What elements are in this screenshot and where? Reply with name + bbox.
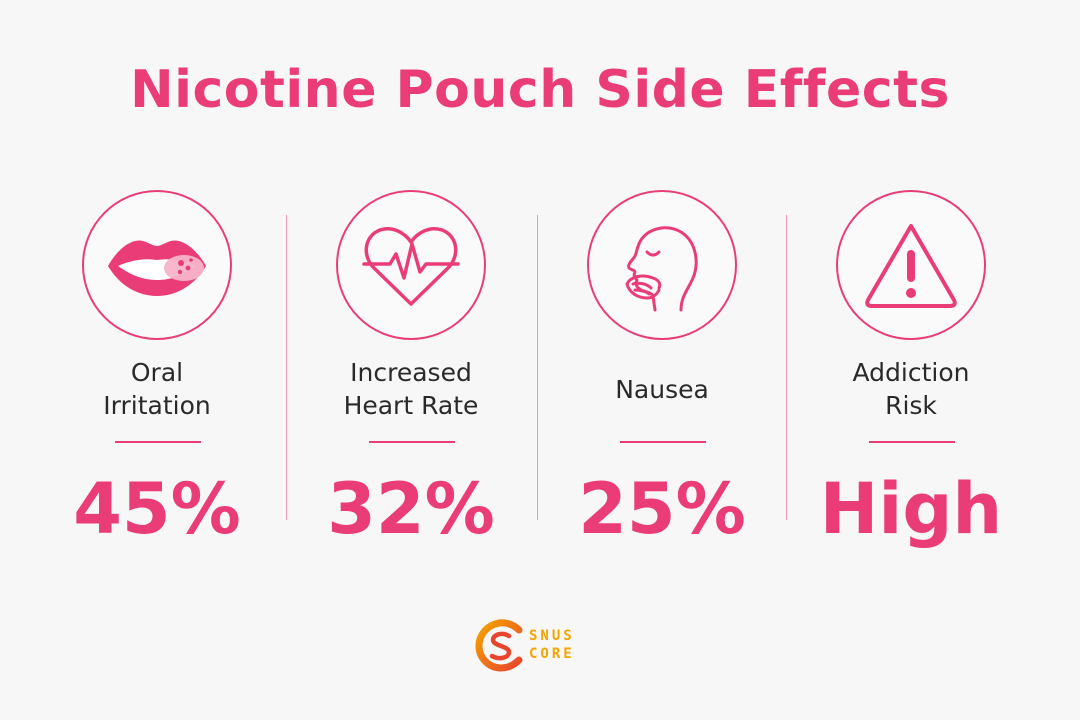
icon-circle	[587, 190, 737, 340]
stat-value: 25%	[578, 468, 746, 550]
divider-rule	[620, 441, 706, 443]
stat-card-oral-irritation: Oral Irritation 45%	[32, 190, 282, 550]
stat-value: High	[819, 468, 1003, 550]
stat-card-addiction-risk: Addiction Risk High	[786, 190, 1036, 550]
stat-card-heart-rate: Increased Heart Rate 32%	[286, 190, 536, 550]
nausea-icon	[625, 226, 698, 312]
divider-rule	[869, 441, 955, 443]
column-divider	[786, 215, 787, 520]
logo-icon	[475, 619, 523, 672]
logo-text-line1: SNUS	[529, 628, 575, 644]
stat-label: Nausea	[615, 375, 709, 404]
column-divider	[537, 215, 538, 520]
stat-label: Oral Irritation	[103, 358, 211, 420]
stat-value: 32%	[327, 468, 495, 550]
page-title: Nicotine Pouch Side Effects	[130, 60, 950, 120]
column-divider	[286, 215, 287, 520]
stat-card-nausea: Nausea 25%	[537, 190, 787, 550]
divider-rule	[115, 441, 201, 443]
logo-text-line2: CORE	[529, 646, 575, 662]
icon-circle	[82, 190, 232, 340]
warning-icon	[865, 224, 957, 308]
heart-rate-icon	[362, 227, 460, 306]
stat-value: 45%	[73, 468, 241, 550]
stat-label: Addiction Risk	[852, 358, 970, 420]
icon-circle	[336, 190, 486, 340]
lips-icon	[108, 240, 206, 296]
stat-label: Increased Heart Rate	[343, 358, 479, 420]
icon-circle	[836, 190, 986, 340]
divider-rule	[369, 441, 455, 443]
brand-logo: SNUS CORE	[475, 616, 615, 676]
